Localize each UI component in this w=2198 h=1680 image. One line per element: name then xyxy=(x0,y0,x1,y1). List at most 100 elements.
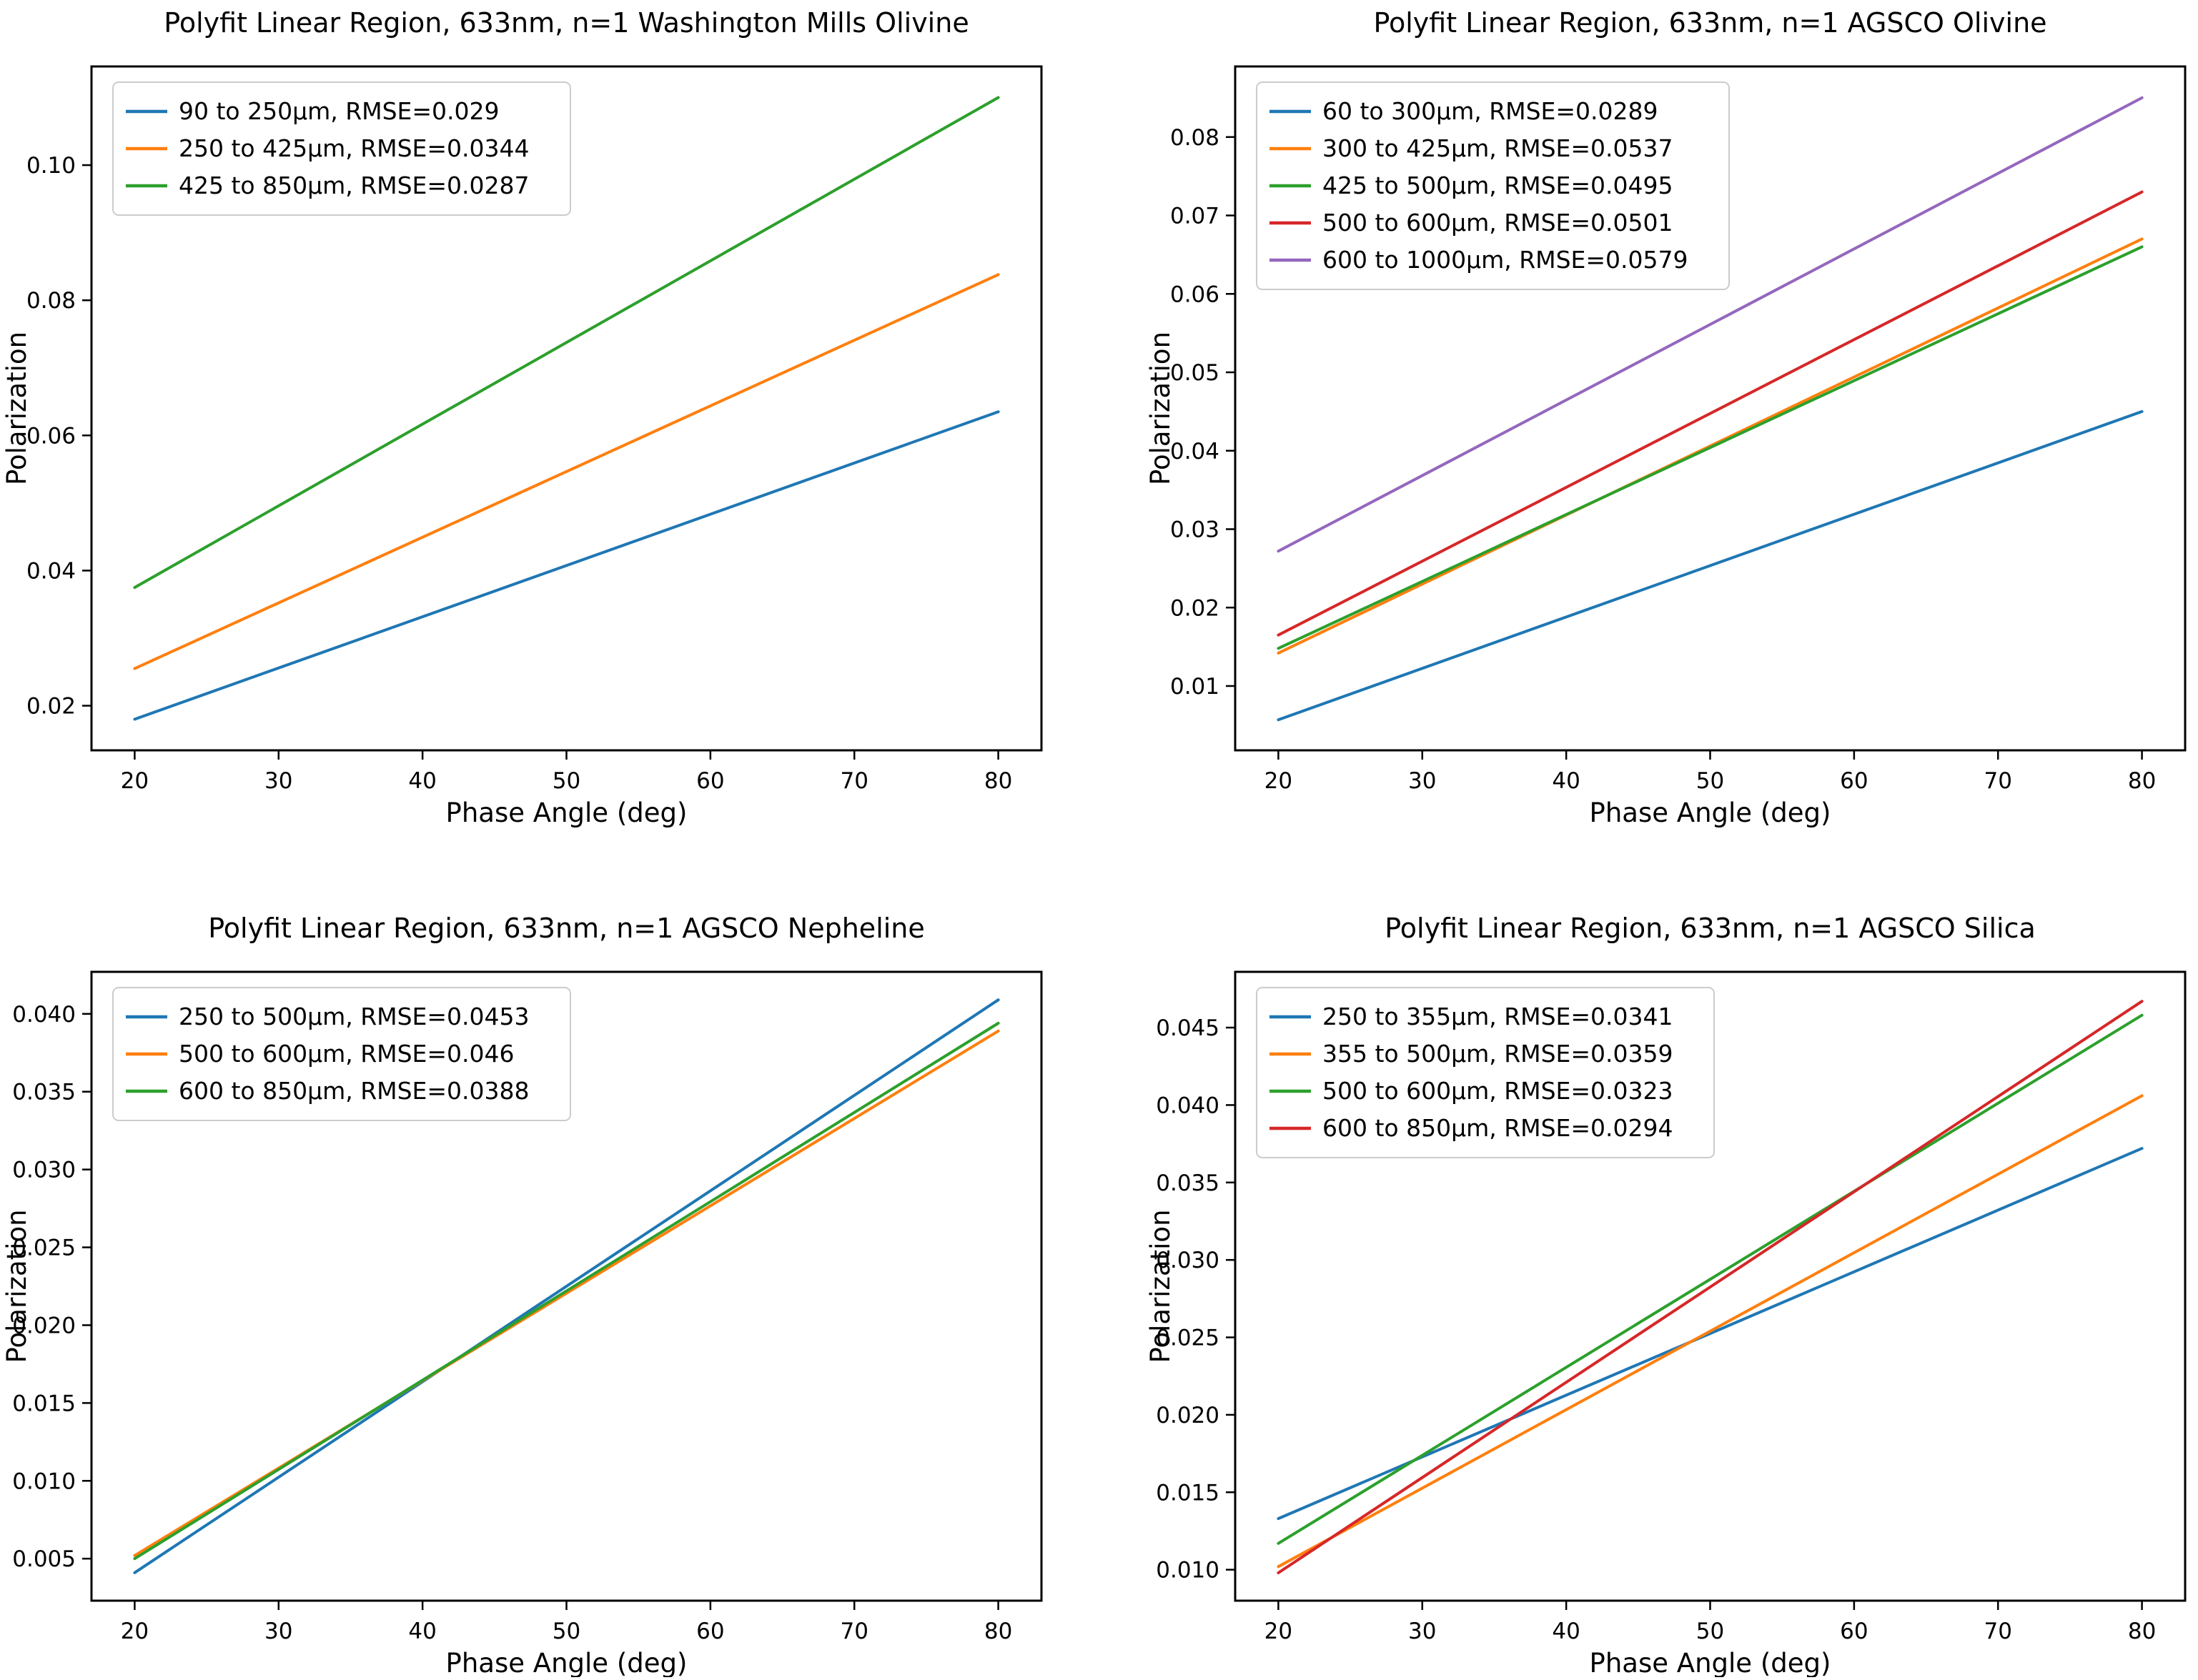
plot-line xyxy=(1277,190,2144,637)
y-tick-label: 0.025 xyxy=(1156,1326,1219,1351)
y-tick-label: 0.045 xyxy=(1156,1015,1219,1041)
plot-line xyxy=(133,410,1000,721)
x-tick-label: 80 xyxy=(2128,1619,2156,1644)
legend-label: 90 to 250µm, RMSE=0.029 xyxy=(179,97,500,125)
y-tick-label: 0.005 xyxy=(12,1546,76,1572)
legend-label: 300 to 425µm, RMSE=0.0537 xyxy=(1322,134,1673,162)
y-tick-label: 0.08 xyxy=(26,288,76,314)
x-tick-label: 20 xyxy=(121,1619,149,1644)
x-tick-label: 70 xyxy=(1984,1619,2012,1644)
x-tick-label: 70 xyxy=(1984,768,2012,794)
x-axis-label: Phase Angle (deg) xyxy=(446,1648,688,1677)
y-tick-label: 0.030 xyxy=(12,1158,76,1183)
chart-title: Polyfit Linear Region, 633nm, n=1 AGSCO … xyxy=(208,913,925,944)
y-tick-label: 0.010 xyxy=(12,1468,76,1494)
legend-label: 425 to 850µm, RMSE=0.0287 xyxy=(179,172,530,199)
y-axis-label: Polarization xyxy=(1,1209,32,1363)
subplot-1: Polyfit Linear Region, 633nm, n=1 Washin… xyxy=(1,7,1043,828)
y-tick-label: 0.04 xyxy=(26,558,76,584)
y-tick-label: 0.02 xyxy=(1170,595,1219,621)
x-axis-label: Phase Angle (deg) xyxy=(446,797,688,828)
x-tick-label: 60 xyxy=(1840,1619,1868,1644)
y-tick-label: 0.025 xyxy=(12,1236,76,1261)
x-tick-label: 20 xyxy=(1264,768,1292,794)
plot-line xyxy=(133,273,1000,670)
x-tick-label: 40 xyxy=(408,1619,436,1644)
legend-box xyxy=(112,987,571,1121)
y-tick-label: 0.07 xyxy=(1170,204,1219,229)
y-tick-label: 0.02 xyxy=(26,694,76,720)
x-tick-label: 80 xyxy=(984,768,1012,794)
legend: 250 to 355µm, RMSE=0.0341 355 to 500µm, R… xyxy=(1256,987,1715,1158)
x-tick-label: 30 xyxy=(264,768,292,794)
y-tick-label: 0.05 xyxy=(1170,360,1219,386)
legend-label: 500 to 600µm, RMSE=0.046 xyxy=(179,1040,515,1068)
x-tick-label: 30 xyxy=(1408,768,1436,794)
subplot-3: Polyfit Linear Region, 633nm, n=1 AGSCO … xyxy=(1,913,1043,1679)
chart-title: Polyfit Linear Region, 633nm, n=1 AGSCO … xyxy=(1373,7,2046,39)
y-tick-label: 0.040 xyxy=(12,1002,76,1028)
legend: 60 to 300µm, RMSE=0.0289 300 to 425µm, RM… xyxy=(1256,81,1730,290)
legend-label: 250 to 500µm, RMSE=0.0453 xyxy=(179,1003,530,1030)
x-tick-label: 30 xyxy=(1408,1619,1436,1644)
plot-line xyxy=(133,1021,1000,1561)
x-tick-label: 50 xyxy=(553,1619,580,1644)
chart-title: Polyfit Linear Region, 633nm, n=1 Washin… xyxy=(164,7,969,39)
legend-label: 60 to 300µm, RMSE=0.0289 xyxy=(1322,97,1658,125)
plot-line xyxy=(1277,409,2144,722)
x-tick-label: 50 xyxy=(553,768,580,794)
x-tick-label: 40 xyxy=(1552,1619,1580,1644)
y-axis-label: Polarization xyxy=(1145,1209,1176,1363)
x-tick-label: 60 xyxy=(696,768,724,794)
x-axis-label: Phase Angle (deg) xyxy=(1590,1648,1831,1677)
y-tick-label: 0.030 xyxy=(1156,1248,1219,1273)
y-tick-label: 0.04 xyxy=(1170,439,1219,464)
x-tick-label: 40 xyxy=(408,768,436,794)
x-tick-label: 20 xyxy=(1264,1619,1292,1644)
legend-label: 355 to 500µm, RMSE=0.0359 xyxy=(1322,1040,1673,1068)
legend-label: 600 to 850µm, RMSE=0.0294 xyxy=(1322,1114,1673,1142)
plot-line xyxy=(1277,1000,2144,1574)
plot-line xyxy=(1277,1094,2144,1569)
legend-box xyxy=(112,81,571,216)
x-tick-label: 50 xyxy=(1696,768,1724,794)
y-tick-label: 0.035 xyxy=(12,1080,76,1105)
x-tick-label: 70 xyxy=(841,768,868,794)
y-tick-label: 0.015 xyxy=(1156,1480,1219,1506)
x-axis-label: Phase Angle (deg) xyxy=(1590,797,1831,828)
y-tick-label: 0.01 xyxy=(1170,674,1219,700)
x-tick-label: 80 xyxy=(2128,768,2156,794)
plot-line xyxy=(133,96,1000,590)
x-tick-label: 20 xyxy=(121,768,149,794)
y-tick-label: 0.10 xyxy=(26,153,76,179)
y-tick-label: 0.020 xyxy=(1156,1403,1219,1428)
x-tick-label: 80 xyxy=(984,1619,1012,1644)
legend-label: 250 to 355µm, RMSE=0.0341 xyxy=(1322,1003,1673,1030)
y-axis-label: Polarization xyxy=(1145,332,1176,485)
y-tick-label: 0.020 xyxy=(12,1313,76,1338)
legend: 90 to 250µm, RMSE=0.029 250 to 425µm, RMS… xyxy=(112,81,571,216)
chart-title: Polyfit Linear Region, 633nm, n=1 AGSCO … xyxy=(1385,913,2036,944)
x-tick-label: 70 xyxy=(841,1619,868,1644)
plot-line xyxy=(1277,1013,2144,1545)
x-tick-label: 40 xyxy=(1552,768,1580,794)
y-tick-label: 0.040 xyxy=(1156,1093,1219,1118)
legend-label: 600 to 850µm, RMSE=0.0388 xyxy=(179,1077,530,1105)
legend-label: 250 to 425µm, RMSE=0.0344 xyxy=(179,134,530,162)
legend: 250 to 500µm, RMSE=0.0453 500 to 600µm, R… xyxy=(112,987,571,1121)
legend-label: 600 to 1000µm, RMSE=0.0579 xyxy=(1322,246,1688,274)
y-tick-label: 0.06 xyxy=(1170,282,1219,307)
legend-label: 500 to 600µm, RMSE=0.0501 xyxy=(1322,209,1673,237)
legend-box xyxy=(1256,987,1715,1158)
subplot-2: Polyfit Linear Region, 633nm, n=1 AGSCO … xyxy=(1145,7,2187,828)
y-tick-label: 0.06 xyxy=(26,423,76,449)
x-tick-label: 30 xyxy=(264,1619,292,1644)
y-tick-label: 0.035 xyxy=(1156,1170,1219,1196)
y-tick-label: 0.015 xyxy=(12,1391,76,1416)
y-tick-label: 0.08 xyxy=(1170,125,1219,151)
x-tick-label: 50 xyxy=(1696,1619,1724,1644)
y-axis-label: Polarization xyxy=(1,332,32,485)
